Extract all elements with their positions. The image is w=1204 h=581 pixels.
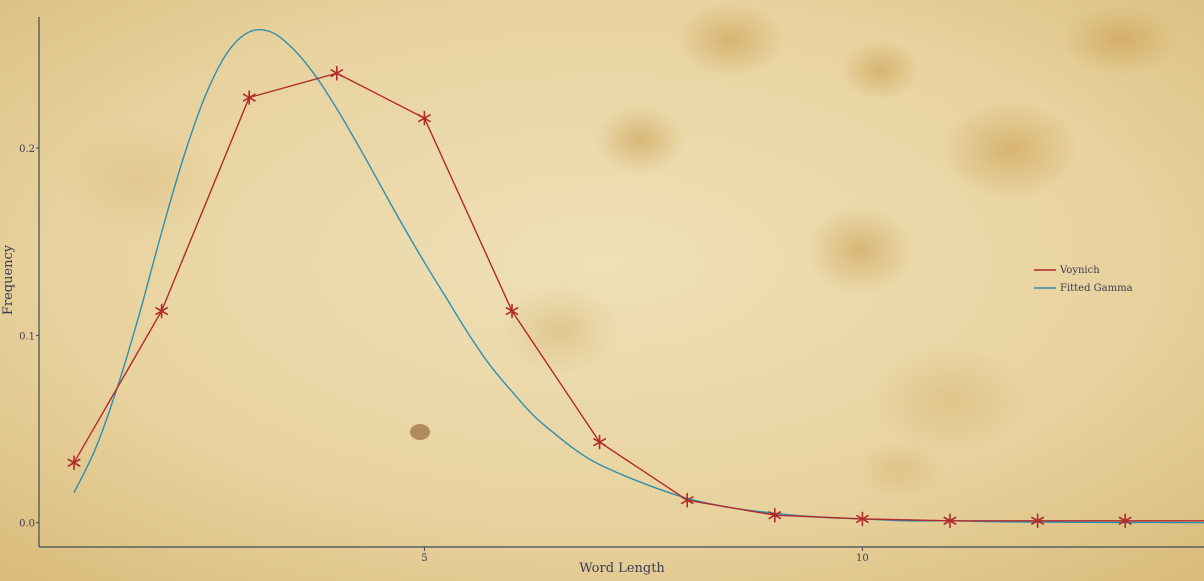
voynich-point-stroke <box>417 114 431 123</box>
voynich-point-stroke <box>855 514 869 524</box>
y-axis-ticks: 0.0 0.1 0.2 <box>19 144 39 530</box>
voynich-point-stroke <box>242 93 256 102</box>
voynich-point-stroke <box>943 516 957 525</box>
y-axis-label: Frequency <box>1 244 16 315</box>
voynich-point <box>242 90 256 105</box>
voynich-point <box>330 65 344 81</box>
voynich-point <box>417 110 431 126</box>
x-axis-ticks: 5 10 <box>421 547 869 564</box>
voynich-point <box>768 507 782 523</box>
x-tick-label: 5 <box>421 553 427 564</box>
voynich-point <box>67 455 81 471</box>
voynich-point-stroke <box>768 511 782 520</box>
voynich-point <box>1031 513 1044 529</box>
voynich-point <box>680 492 694 508</box>
voynich-point-stroke <box>505 306 519 316</box>
parchment-stains <box>60 2 1180 500</box>
y-tick-label: 0.2 <box>19 144 35 155</box>
legend-label-voynich: Voynich <box>1059 265 1100 276</box>
voynich-point-stroke <box>680 496 694 505</box>
y-tick-label: 0.1 <box>19 331 35 342</box>
voynich-point-stroke <box>593 438 607 447</box>
legend-label-fitted-gamma: Fitted Gamma <box>1060 283 1133 294</box>
voynich-point-stroke <box>67 458 81 467</box>
voynich-point <box>505 303 519 319</box>
voynich-point <box>593 434 607 450</box>
voynich-point-stroke <box>155 306 169 316</box>
plot-area <box>67 28 1204 529</box>
voynich-point <box>855 511 869 527</box>
voynich-point-stroke <box>330 69 344 78</box>
x-axis-label: Word Length <box>579 561 665 576</box>
voynich-point-stroke <box>1031 516 1044 525</box>
voynich-point <box>943 513 957 529</box>
voynich-point-stroke <box>1118 516 1132 525</box>
voynich-line <box>73 72 1204 522</box>
x-tick-label: 10 <box>856 553 869 564</box>
voynich-point <box>1118 513 1132 529</box>
voynich-point <box>155 303 169 319</box>
legend: Voynich Fitted Gamma <box>1034 265 1133 294</box>
y-tick-label: 0.0 <box>19 519 35 530</box>
